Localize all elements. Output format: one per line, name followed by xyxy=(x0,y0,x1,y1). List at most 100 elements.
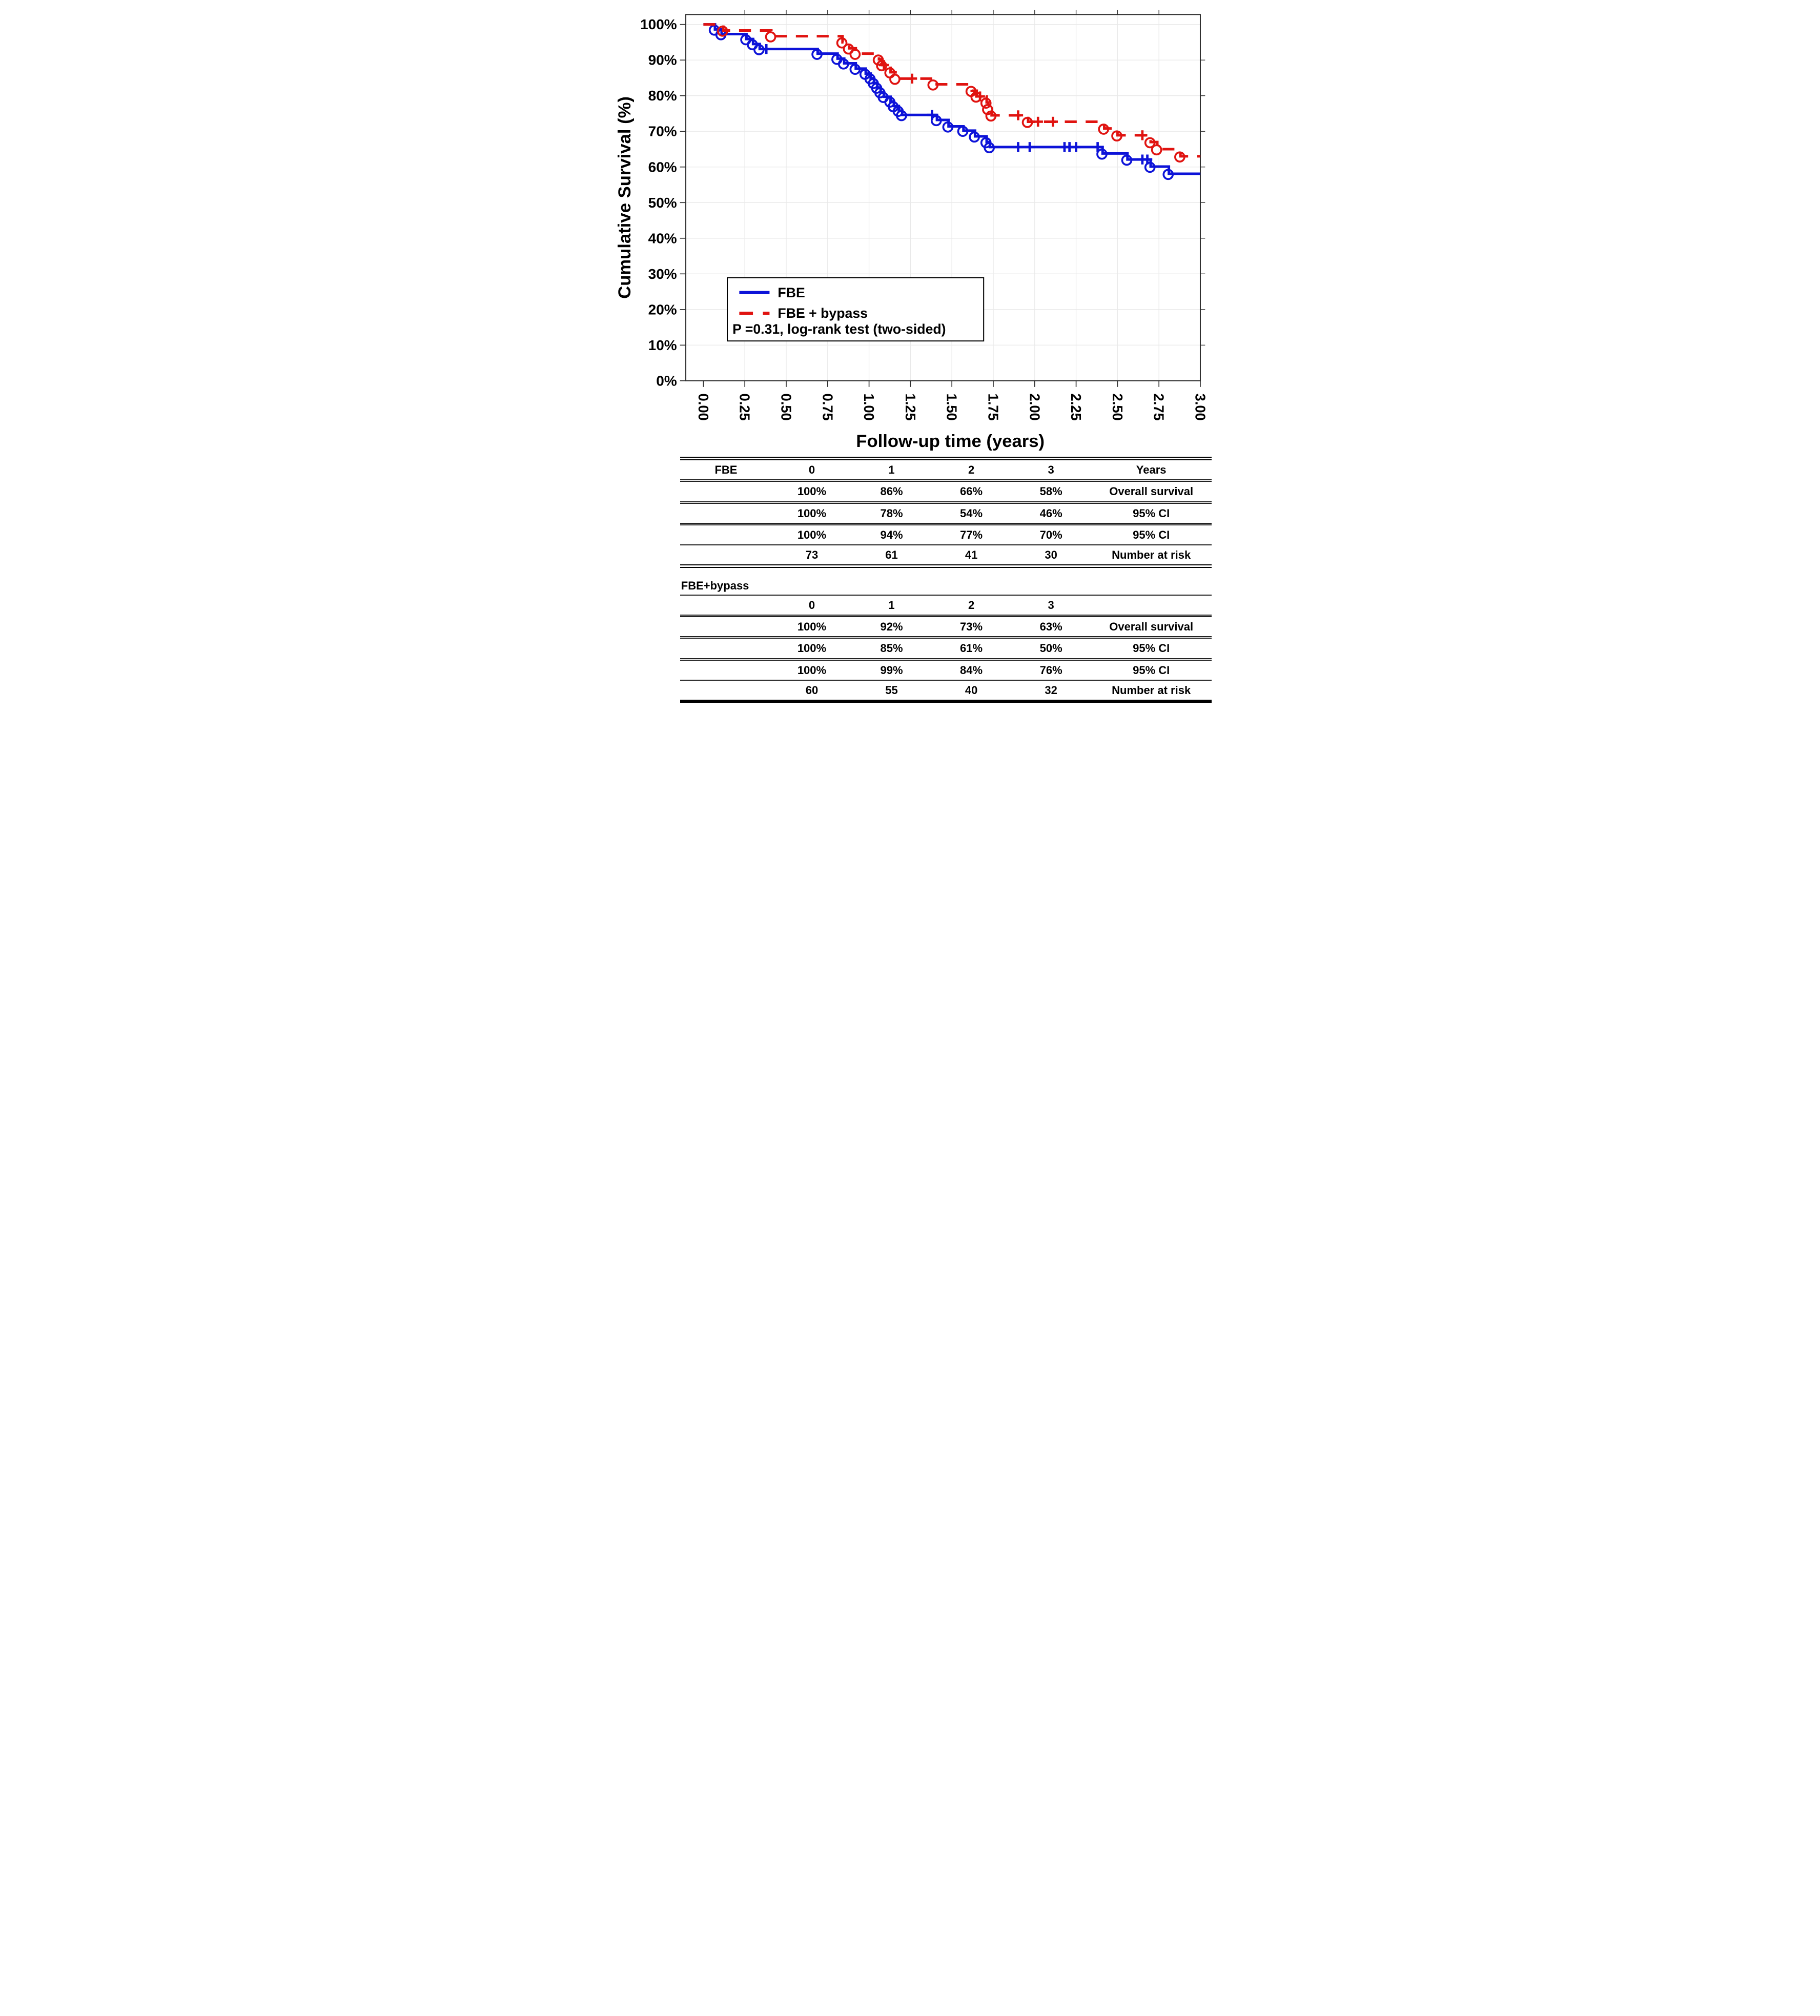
value-cell: 40 xyxy=(965,683,978,697)
x-tick-label: 2.50 xyxy=(1109,394,1125,421)
event-circle-marker xyxy=(1097,124,1109,135)
value-cell: 30 xyxy=(1011,545,1091,568)
value-cell: 73% xyxy=(931,616,1011,639)
value-cell: 84% xyxy=(931,659,1011,681)
x-tick-label: 1.25 xyxy=(902,394,918,421)
event-circle-marker xyxy=(980,97,992,109)
plot-layer: 0.00 0.25 0.50 0.75 1.00 1.25 1.50 1.75 2.00 2.25… xyxy=(606,0,1214,457)
legend-label-fbe: FBE xyxy=(778,285,805,300)
value-cell: 85% xyxy=(851,637,932,661)
y-tick-label: 90% xyxy=(648,52,677,68)
value-cell: 55 xyxy=(885,683,898,697)
gridlines xyxy=(686,15,1200,381)
row-label-cell: 95% CI xyxy=(1091,659,1212,681)
event-circle-marker xyxy=(717,25,728,37)
group-label-row: FBE+bypass xyxy=(680,566,1212,596)
event-circle-marker xyxy=(927,79,938,91)
event-circle-marker xyxy=(1144,137,1156,149)
empty-cell xyxy=(680,595,772,617)
table-data-row: 73 61 41 30 Number at risk xyxy=(680,545,1212,568)
axis-ticks xyxy=(680,10,1205,387)
value-cell: 100% xyxy=(772,524,852,546)
event-circle-marker xyxy=(1021,116,1033,128)
x-tick-label: 0.75 xyxy=(820,394,835,421)
table-data-row: 100% 94% 77% 70% 95% CI xyxy=(680,524,1212,546)
legend-box xyxy=(726,277,984,342)
y-tick-label: 40% xyxy=(648,230,677,246)
event-circle-marker xyxy=(985,110,996,122)
event-circle-marker xyxy=(1151,144,1162,156)
y-tick-label: 60% xyxy=(648,159,677,175)
x-tick-label: 2.00 xyxy=(1027,394,1042,421)
value-cell: 100% xyxy=(772,659,852,681)
x-tick-label: 0.00 xyxy=(695,394,711,421)
empty-cell xyxy=(680,637,772,661)
legend: FBE FBE + bypass P =0.31, log-rank test … xyxy=(726,277,984,342)
event-circle-marker xyxy=(1096,148,1108,160)
table-data-row: 100% 92% 73% 63% Overall survival xyxy=(680,616,1212,639)
event-circle-marker xyxy=(843,43,854,55)
row-label-cell: Overall survival xyxy=(1091,616,1212,639)
markers-fbe xyxy=(708,24,1174,180)
empty-cell xyxy=(680,480,772,504)
x-tick-label: 1.50 xyxy=(944,394,959,421)
row-label-cell: Number at risk xyxy=(1112,683,1191,697)
value-cell: 46% xyxy=(1011,502,1091,525)
y-tick-label: 10% xyxy=(648,337,677,353)
y-tick-label: 0% xyxy=(656,373,677,389)
value-cell: 41 xyxy=(931,545,1011,568)
x-tick-label: 1.75 xyxy=(985,394,1001,421)
legend-label-fbe-bypass: FBE + bypass xyxy=(778,306,868,321)
row-label-cell: 95% CI xyxy=(1091,637,1212,661)
value-cell: 86% xyxy=(851,480,932,504)
row-label-cell: Number at risk xyxy=(1091,545,1212,568)
value-cell: 54% xyxy=(931,502,1011,525)
year-header-cell: 0 xyxy=(772,458,852,482)
years-title-cell xyxy=(1091,595,1212,617)
event-circle-marker xyxy=(942,121,953,133)
x-tick-label: 3.00 xyxy=(1192,394,1208,421)
event-circle-marker xyxy=(983,142,995,153)
event-circle-marker xyxy=(957,126,968,137)
y-tick-label: 100% xyxy=(640,16,677,32)
empty-cell xyxy=(680,659,772,681)
value-cell: 92% xyxy=(851,616,932,639)
value-cell: 99% xyxy=(851,659,932,681)
event-circle-marker xyxy=(849,49,861,60)
x-tick-label: 2.25 xyxy=(1068,394,1084,421)
event-circle-marker xyxy=(1162,169,1174,180)
row-label-cell: Overall survival xyxy=(1091,480,1212,504)
value-cell: 73 xyxy=(772,545,852,568)
table-data-row: 60 55 40 32 Number at risk xyxy=(680,680,1212,701)
plot-border xyxy=(685,14,1201,381)
value-cell: 100% xyxy=(772,616,852,639)
event-circle-marker xyxy=(968,131,980,143)
y-tick-label: 70% xyxy=(648,124,677,139)
empty-cell xyxy=(680,545,772,568)
event-circle-marker xyxy=(837,58,849,70)
value-cell: 61 xyxy=(851,545,932,568)
y-axis-title: Cumulative Survival (%) xyxy=(615,96,635,299)
event-circle-marker xyxy=(889,73,901,85)
event-circle-marker xyxy=(836,37,847,49)
table-data-row: 100% 99% 84% 76% 95% CI xyxy=(680,659,1212,681)
x-tick-label: 0.50 xyxy=(778,394,794,421)
year-header-cell: 1 xyxy=(851,595,932,617)
year-header-cell: 1 xyxy=(851,458,932,482)
value-cell: 63% xyxy=(1011,616,1091,639)
table-data-row: 100% 86% 66% 58% Overall survival xyxy=(680,480,1212,504)
event-circle-marker xyxy=(1174,151,1185,163)
x-tick-label: 1.00 xyxy=(861,394,877,421)
markers-fbe-bypass xyxy=(717,25,1185,163)
y-tick-label: 30% xyxy=(648,266,677,282)
years-title-cell: Years xyxy=(1091,458,1212,482)
empty-cell xyxy=(680,524,772,546)
value-cell: 77% xyxy=(931,524,1011,546)
event-circle-marker xyxy=(1144,161,1156,173)
year-header-cell: 2 xyxy=(931,458,1011,482)
year-header-cell: 3 xyxy=(1011,458,1091,482)
year-header-cell: 0 xyxy=(772,595,852,617)
value-cell: 94% xyxy=(851,524,932,546)
x-tick-label: 2.75 xyxy=(1151,394,1167,421)
